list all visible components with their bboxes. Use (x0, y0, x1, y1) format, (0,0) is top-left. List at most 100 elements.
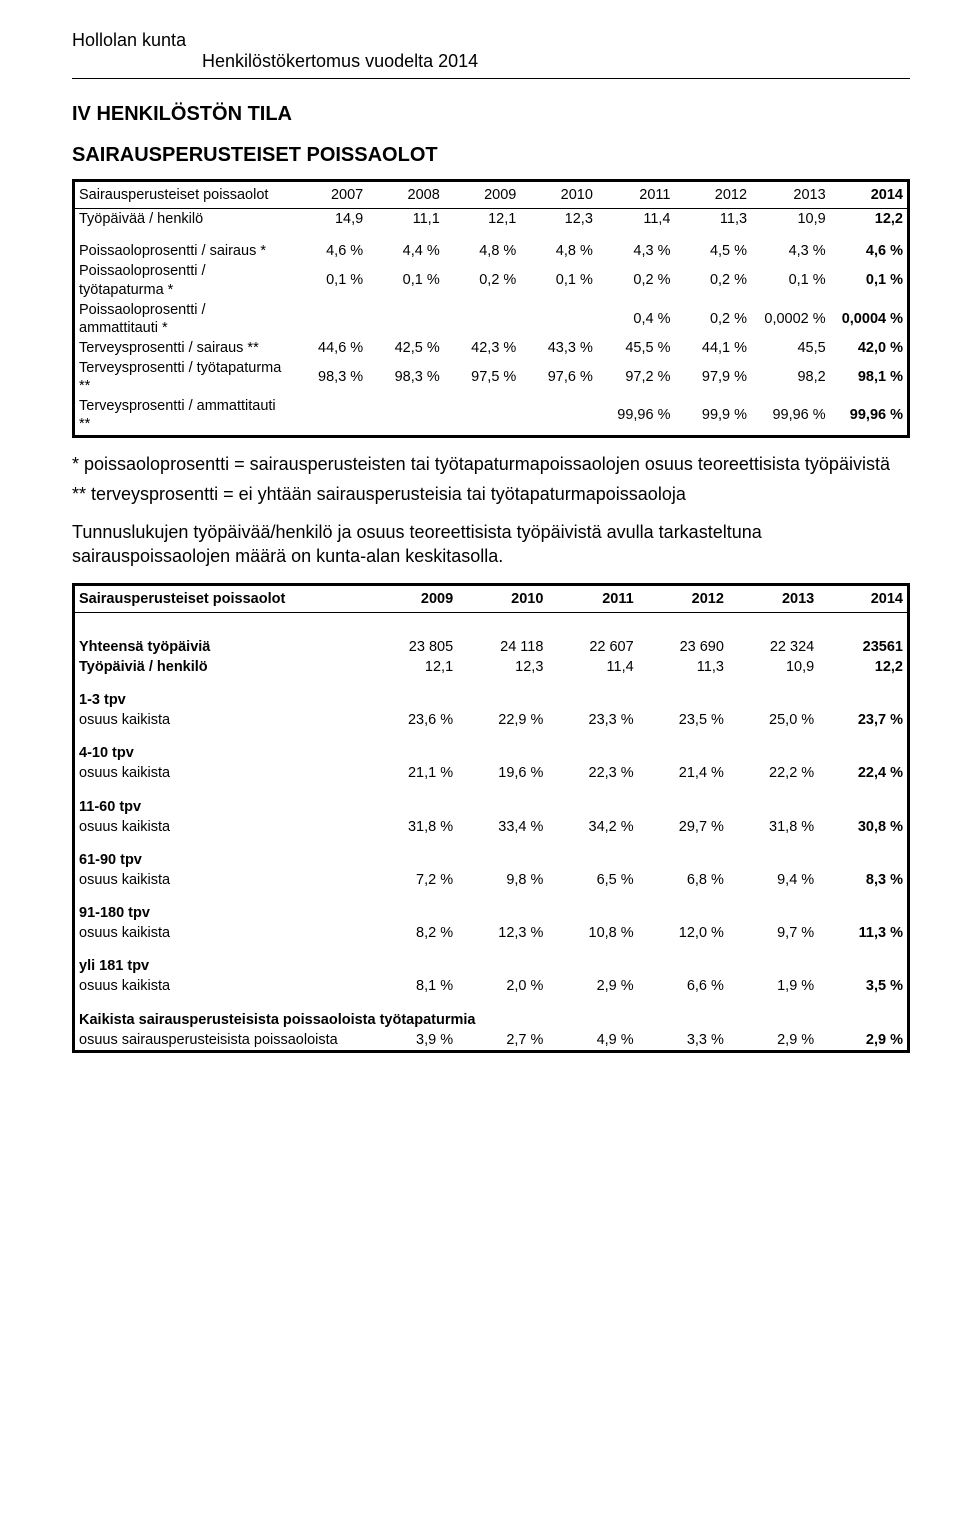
row-value: 98,2 (751, 358, 830, 396)
row-value: 42,3 % (444, 338, 521, 358)
table-row: Poissaoloprosentti / työtapaturma *0,1 %… (74, 261, 909, 299)
row-value: 11,3 % (818, 923, 908, 943)
row-label: osuus kaikista (74, 710, 367, 730)
table-group-head: 4-10 tpv (74, 730, 909, 763)
row-value: 12,3 % (457, 923, 547, 943)
row-value: 0,0004 % (830, 300, 909, 338)
row-value: 22,4 % (818, 763, 908, 783)
row-value: 9,8 % (457, 870, 547, 890)
row-value: 2,9 % (728, 1030, 818, 1052)
row-label: osuus kaikista (74, 976, 367, 996)
row-value: 3,5 % (818, 976, 908, 996)
row-value: 98,1 % (830, 358, 909, 396)
row-value: 2,0 % (457, 976, 547, 996)
footnote-2: ** terveysprosentti = ei yhtään sairausp… (72, 482, 910, 506)
row-value: 97,2 % (597, 358, 675, 396)
row-value: 0,2 % (674, 261, 751, 299)
row-value: 9,4 % (728, 870, 818, 890)
section-title: IV HENKILÖSTÖN TILA (72, 103, 910, 126)
row-value: 33,4 % (457, 817, 547, 837)
table-header-year: 2010 (520, 181, 597, 209)
row-value: 45,5 % (597, 338, 675, 358)
row-value: 0,2 % (674, 300, 751, 338)
row-value (444, 396, 521, 436)
row-value: 4,8 % (444, 241, 521, 261)
row-value: 99,96 % (751, 396, 830, 436)
row-value: 0,1 % (367, 261, 444, 299)
divider-line (72, 78, 910, 79)
row-value: 19,6 % (457, 763, 547, 783)
row-value: 2,7 % (457, 1030, 547, 1052)
table-header-year: 2008 (367, 181, 444, 209)
table-header-year: 2011 (547, 584, 637, 612)
row-value: 29,7 % (638, 817, 728, 837)
summary-paragraph: Tunnuslukujen työpäivää/henkilö ja osuus… (72, 520, 910, 569)
table-row: osuus kaikista21,1 %19,6 %22,3 %21,4 % 22… (74, 763, 909, 783)
row-value: 12,2 (830, 209, 909, 230)
table-header-year: 2012 (638, 584, 728, 612)
table-header-year: 2007 (291, 181, 368, 209)
row-value: 42,5 % (367, 338, 444, 358)
row-label: Poissaoloprosentti / ammattitauti * (74, 300, 291, 338)
row-value: 12,3 (520, 209, 597, 230)
row-value: 0,4 % (597, 300, 675, 338)
table-row: osuus kaikista8,2 %12,3 %10,8 %12,0 %9,7… (74, 923, 909, 943)
row-value: 42,0 % (830, 338, 909, 358)
table-header-year: 2009 (444, 181, 521, 209)
table-row: osuus kaikista7,2 %9,8 %6,5 %6,8 %9,4 %8… (74, 870, 909, 890)
row-value: 22,3 % (547, 763, 637, 783)
row-value (367, 300, 444, 338)
table-group-head: 11-60 tpv (74, 784, 909, 817)
table-absences-detail: Sairausperusteiset poissaolot20092010201… (72, 583, 910, 1053)
row-label: Yhteensä työpäiviä (74, 637, 367, 657)
table-row: Yhteensä työpäiviä23 80524 11822 60723 6… (74, 637, 909, 657)
row-value: 4,3 % (597, 241, 675, 261)
row-value: 97,9 % (674, 358, 751, 396)
row-value: 10,8 % (547, 923, 637, 943)
row-value: 3,9 % (367, 1030, 457, 1052)
row-value: 97,5 % (444, 358, 521, 396)
row-value: 8,3 % (818, 870, 908, 890)
row-value: 4,6 % (830, 241, 909, 261)
table-header-year: 2009 (367, 584, 457, 612)
row-value: 6,5 % (547, 870, 637, 890)
row-value: 98,3 % (291, 358, 368, 396)
row-value: 21,1 % (367, 763, 457, 783)
row-value: 6,8 % (638, 870, 728, 890)
table-header-year: 2014 (830, 181, 909, 209)
row-label: Poissaoloprosentti / sairaus * (74, 241, 291, 261)
row-value: 12,1 (444, 209, 521, 230)
row-value: 21,4 % (638, 763, 728, 783)
table-group-head: 91-180 tpv (74, 890, 909, 923)
row-value: 23,3 % (547, 710, 637, 730)
table-row: Terveysprosentti / ammattitauti **99,96 … (74, 396, 909, 436)
row-value: 98,3 % (367, 358, 444, 396)
table-header-year: 2013 (728, 584, 818, 612)
row-label: Terveysprosentti / työtapaturma ** (74, 358, 291, 396)
row-label: osuus kaikista (74, 763, 367, 783)
row-value: 43,3 % (520, 338, 597, 358)
row-value: 2,9 % (547, 976, 637, 996)
row-value: 14,9 (291, 209, 368, 230)
row-value: 45,5 (751, 338, 830, 358)
row-value: 99,9 % (674, 396, 751, 436)
row-value: 1,9 % (728, 976, 818, 996)
row-value: 23 805 (367, 637, 457, 657)
row-value (444, 300, 521, 338)
table-row: Terveysprosentti / sairaus **44,6 %42,5 … (74, 338, 909, 358)
row-value (520, 396, 597, 436)
row-value: 22 324 (728, 637, 818, 657)
row-value: 2,9 % (818, 1030, 908, 1052)
row-value: 11,4 (547, 657, 637, 677)
table-row: osuus kaikista31,8 %33,4 %34,2 %29,7 %31… (74, 817, 909, 837)
table-group-head: 61-90 tpv (74, 837, 909, 870)
row-value: 23,5 % (638, 710, 728, 730)
page: Hollolan kunta Henkilöstökertomus vuodel… (0, 0, 960, 1093)
row-value: 23 690 (638, 637, 728, 657)
row-value: 11,1 (367, 209, 444, 230)
table-absences-by-year: Sairausperusteiset poissaolot20072008200… (72, 179, 910, 438)
row-label: osuus kaikista (74, 923, 367, 943)
row-value: 3,3 % (638, 1030, 728, 1052)
table-header-year: 2014 (818, 584, 908, 612)
row-value: 23561 (818, 637, 908, 657)
